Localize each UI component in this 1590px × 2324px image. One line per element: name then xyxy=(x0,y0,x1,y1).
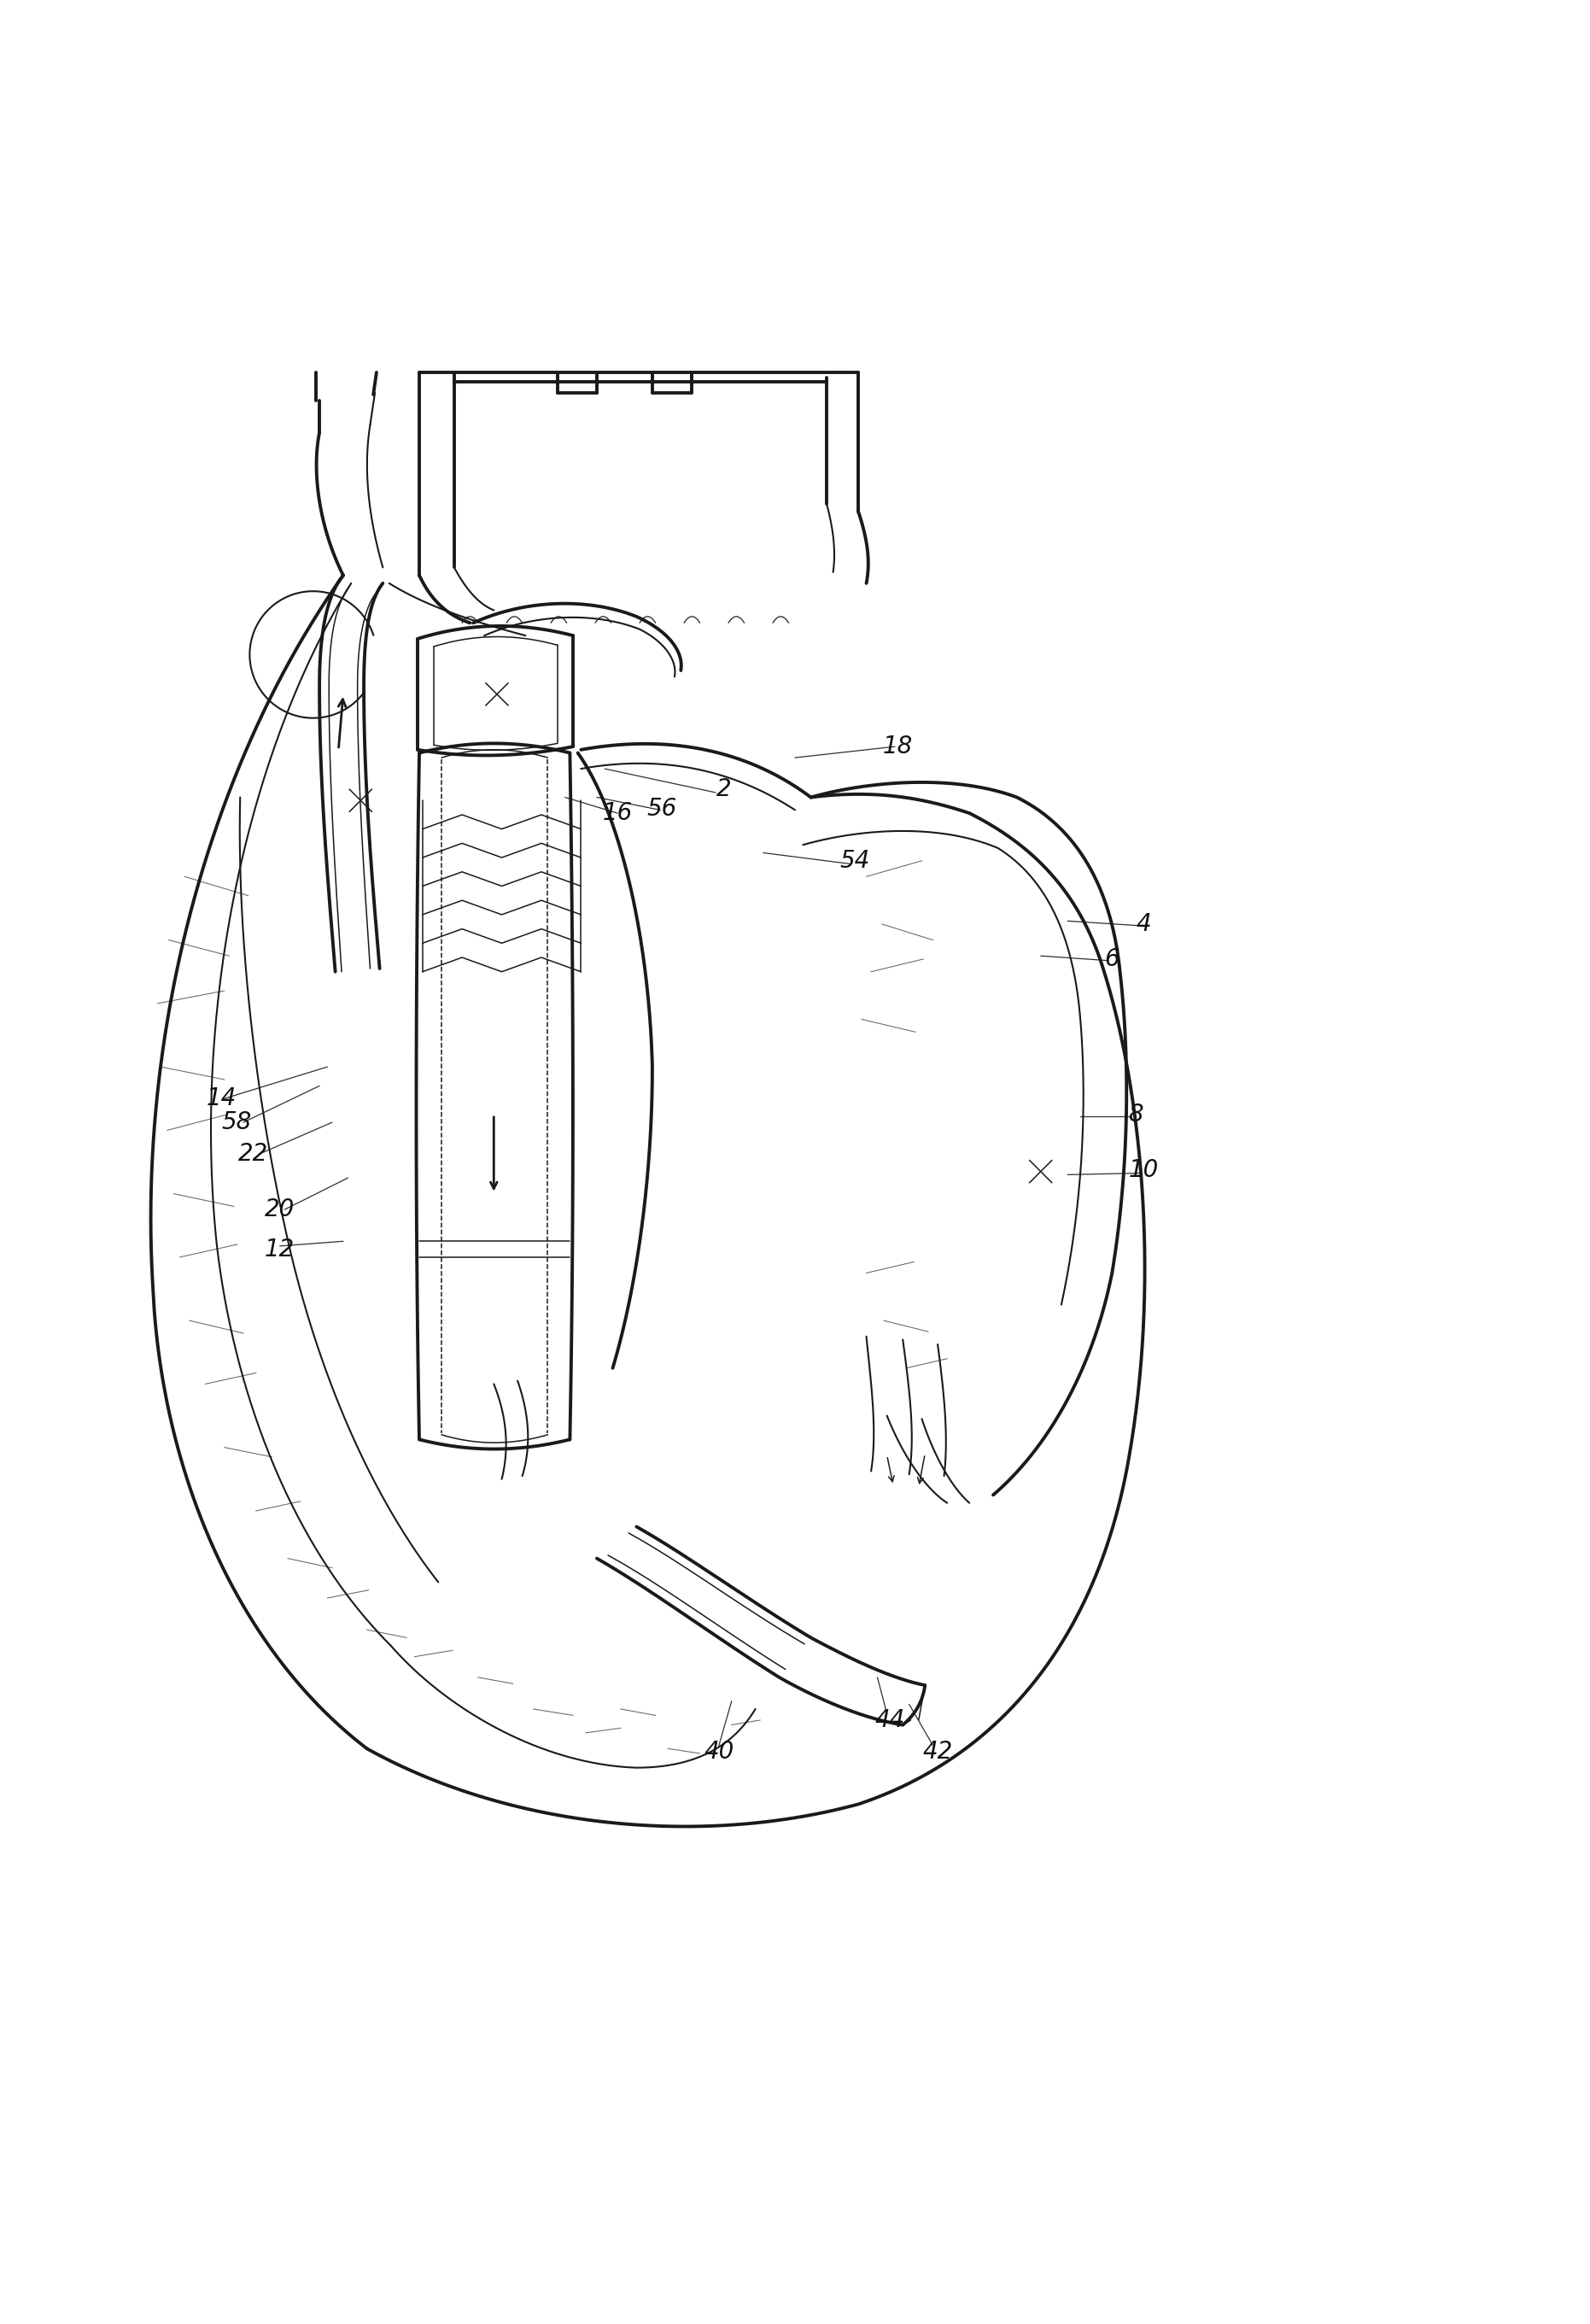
Text: 10: 10 xyxy=(1129,1157,1159,1183)
Text: 44: 44 xyxy=(875,1708,905,1731)
Text: 8: 8 xyxy=(1129,1102,1143,1127)
Text: 22: 22 xyxy=(238,1141,267,1167)
Text: 54: 54 xyxy=(840,848,870,874)
Text: 14: 14 xyxy=(207,1088,237,1111)
Text: 6: 6 xyxy=(1105,948,1119,971)
Text: 20: 20 xyxy=(266,1197,294,1222)
Text: 42: 42 xyxy=(922,1741,952,1764)
Text: 18: 18 xyxy=(882,734,913,758)
Text: 2: 2 xyxy=(716,779,731,802)
Text: 56: 56 xyxy=(647,797,677,820)
Text: 40: 40 xyxy=(704,1741,735,1764)
Text: 4: 4 xyxy=(1137,913,1151,937)
Text: 58: 58 xyxy=(223,1111,253,1134)
Text: 12: 12 xyxy=(266,1236,294,1262)
Text: 16: 16 xyxy=(603,802,633,825)
